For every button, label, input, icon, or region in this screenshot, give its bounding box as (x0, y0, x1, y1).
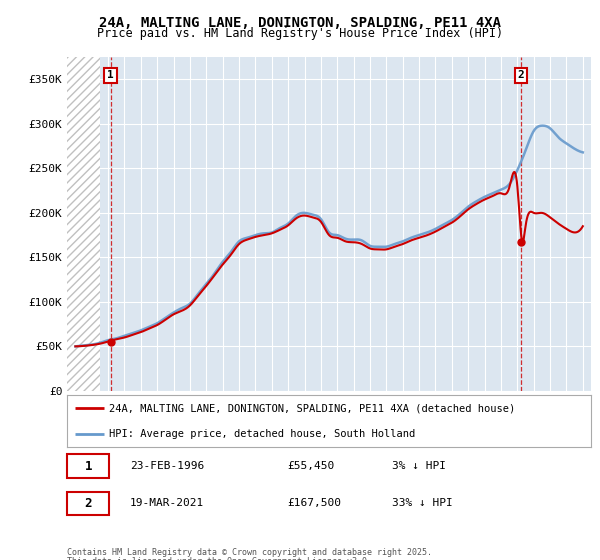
Text: 33% ↓ HPI: 33% ↓ HPI (392, 498, 453, 508)
Text: Price paid vs. HM Land Registry's House Price Index (HPI): Price paid vs. HM Land Registry's House … (97, 27, 503, 40)
Text: 24A, MALTING LANE, DONINGTON, SPALDING, PE11 4XA: 24A, MALTING LANE, DONINGTON, SPALDING, … (99, 16, 501, 30)
FancyBboxPatch shape (67, 455, 109, 478)
Text: HPI: Average price, detached house, South Holland: HPI: Average price, detached house, Sout… (109, 429, 415, 439)
Text: 3% ↓ HPI: 3% ↓ HPI (392, 461, 446, 472)
Text: 23-FEB-1996: 23-FEB-1996 (130, 461, 205, 472)
Text: 1: 1 (107, 71, 114, 81)
Text: £55,450: £55,450 (287, 461, 334, 472)
Text: 1: 1 (85, 460, 92, 473)
Text: 2: 2 (85, 497, 92, 510)
Text: Contains HM Land Registry data © Crown copyright and database right 2025.: Contains HM Land Registry data © Crown c… (67, 548, 432, 557)
Text: This data is licensed under the Open Government Licence v3.0.: This data is licensed under the Open Gov… (67, 557, 372, 560)
Text: 2: 2 (518, 71, 524, 81)
Text: £167,500: £167,500 (287, 498, 341, 508)
FancyBboxPatch shape (67, 492, 109, 515)
Text: 19-MAR-2021: 19-MAR-2021 (130, 498, 205, 508)
Text: 24A, MALTING LANE, DONINGTON, SPALDING, PE11 4XA (detached house): 24A, MALTING LANE, DONINGTON, SPALDING, … (109, 403, 515, 413)
